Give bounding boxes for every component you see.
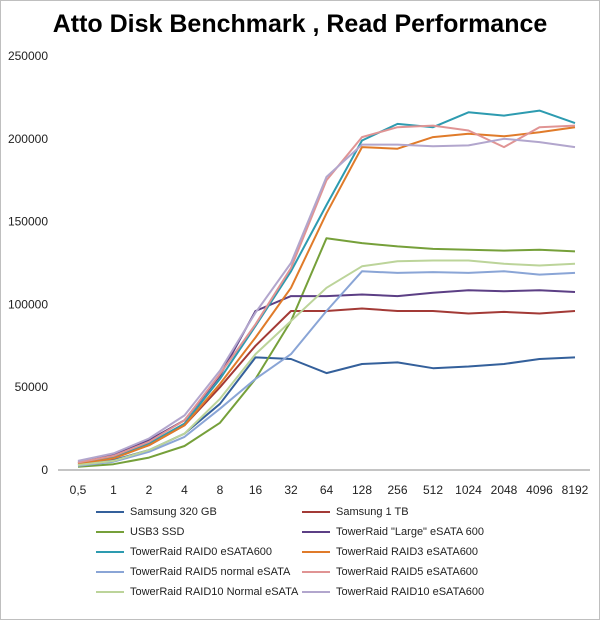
x-tick-label: 0,5 (70, 483, 87, 497)
x-tick-label: 128 (352, 483, 372, 497)
x-tick-label: 1024 (455, 483, 482, 497)
legend-item: TowerRaid RAID5 normal eSATA (96, 566, 290, 578)
x-axis-ticks: 0,5 1 2 4 8 16 32 64 128 256 512 1024 2048 4096 8192 (70, 483, 589, 497)
y-axis-ticks: 0 50000 100000 150000 200000 250000 (8, 49, 48, 477)
series-line-6 (77, 270, 576, 467)
legend-swatch (302, 531, 330, 533)
series-line-9 (77, 137, 576, 462)
legend-label: TowerRaid RAID10 Normal eSATA (130, 586, 299, 598)
y-tick-label: 150000 (8, 215, 48, 229)
legend-swatch (302, 591, 330, 593)
x-tick-label: 2048 (491, 483, 518, 497)
legend-item: TowerRaid RAID0 eSATA600 (96, 546, 272, 558)
series-line-5 (77, 126, 576, 466)
series-line-2 (77, 237, 576, 468)
legend-item: USB3 SSD (96, 526, 184, 538)
legend-item: TowerRaid "Large" eSATA 600 (302, 526, 484, 538)
series-line-8 (77, 259, 576, 466)
legend-item: TowerRaid RAID5 eSATA600 (302, 566, 478, 578)
legend-label: TowerRaid RAID3 eSATA600 (336, 546, 479, 558)
legend-swatch (96, 591, 124, 593)
y-tick-label: 50000 (15, 380, 49, 394)
series-lines (77, 109, 576, 468)
series-line-4 (77, 109, 576, 465)
x-tick-label: 1 (110, 483, 117, 497)
legend-label: Samsung 1 TB (336, 506, 409, 518)
y-tick-label: 250000 (8, 49, 48, 63)
y-tick-label: 200000 (8, 132, 48, 146)
legend-swatch (96, 551, 124, 553)
x-tick-label: 64 (320, 483, 334, 497)
legend-swatch (96, 571, 124, 573)
legend-label: USB3 SSD (130, 526, 185, 538)
legend-label: TowerRaid RAID5 eSATA600 (336, 566, 479, 578)
x-tick-label: 512 (423, 483, 443, 497)
legend-label: TowerRaid RAID10 eSATA600 (336, 586, 485, 598)
legend-label: TowerRaid "Large" eSATA 600 (336, 526, 485, 538)
x-tick-label: 4096 (526, 483, 553, 497)
legend-label: TowerRaid RAID0 eSATA600 (130, 546, 273, 558)
legend-swatch (96, 531, 124, 533)
x-tick-label: 4 (181, 483, 188, 497)
legend-item: Samsung 1 TB (302, 506, 409, 518)
x-tick-label: 32 (284, 483, 298, 497)
legend-label: TowerRaid RAID5 normal eSATA (130, 566, 291, 578)
y-tick-label: 100000 (8, 297, 48, 311)
x-tick-label: 256 (387, 483, 407, 497)
x-tick-label: 16 (249, 483, 263, 497)
chart-title: Atto Disk Benchmark , Read Performance (52, 10, 548, 38)
legend-swatch (302, 511, 330, 513)
legend-swatch (302, 571, 330, 573)
y-tick-label: 0 (41, 463, 48, 477)
legend-item: TowerRaid RAID10 eSATA600 (302, 586, 484, 598)
legend-item: TowerRaid RAID3 eSATA600 (302, 546, 478, 558)
x-tick-label: 8 (217, 483, 224, 497)
legend-swatch (96, 511, 124, 513)
legend-swatch (302, 551, 330, 553)
legend-item: Samsung 320 GB (96, 506, 217, 518)
x-tick-label: 8192 (562, 483, 589, 497)
x-tick-label: 2 (146, 483, 153, 497)
legend-item: TowerRaid RAID10 Normal eSATA (96, 586, 298, 598)
legend-label: Samsung 320 GB (130, 506, 217, 518)
